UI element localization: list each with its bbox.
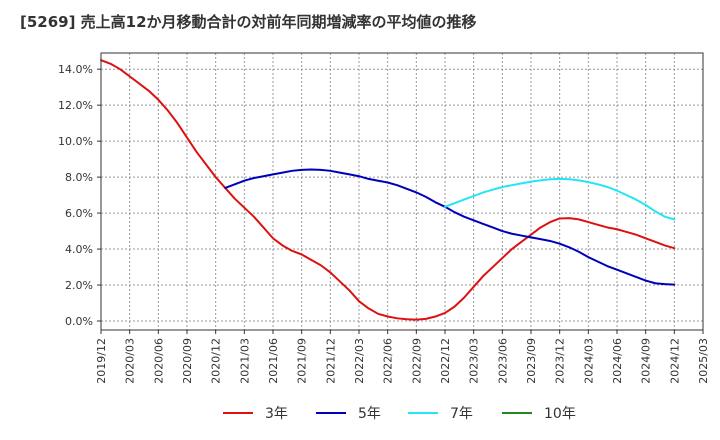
y-tick-label: 4.0% (65, 243, 93, 256)
x-tick-label: 2022/09 (410, 338, 423, 384)
legend-label: 10年 (544, 406, 576, 422)
x-tick-label: 2020/12 (210, 338, 223, 384)
y-tick-label: 10.0% (58, 135, 93, 148)
legend: 3年 5年 7年 10年 (223, 406, 576, 422)
x-tick-label: 2021/06 (267, 338, 280, 384)
x-tick-label: 2023/12 (554, 338, 567, 384)
series-line-5年 (224, 168, 676, 286)
x-tick-label: 2023/06 (496, 338, 509, 384)
x-tick-label: 2022/06 (382, 338, 395, 384)
x-tick-label: 2019/12 (95, 338, 108, 384)
y-tick-label: 12.0% (58, 99, 93, 112)
grid (100, 53, 704, 330)
plot-frame (100, 52, 704, 331)
x-tick-label: 2021/03 (238, 338, 251, 384)
x-tick-label: 2021/09 (296, 338, 309, 384)
legend-label: 7年 (450, 406, 473, 422)
y-tick-label: 8.0% (65, 171, 93, 184)
x-tick-label: 2024/06 (611, 338, 624, 384)
series-lines (100, 59, 676, 321)
x-tick-label: 2020/03 (124, 338, 137, 384)
x-tick-label: 2022/12 (439, 338, 452, 384)
series-line-7年 (444, 177, 676, 221)
x-tick-label: 2021/12 (324, 338, 337, 384)
chart-title: [5269] 売上高12か月移動合計の対前年同期増減率の平均値の推移 (20, 13, 477, 31)
x-tick-label: 2020/06 (152, 338, 165, 384)
x-tick-label: 2023/09 (525, 338, 538, 384)
x-axis: 2019/12 2020/03 2020/06 2020/09 2020/12 2021/… (95, 330, 710, 384)
x-tick-label: 2024/12 (668, 338, 681, 384)
legend-label: 3年 (265, 406, 288, 422)
y-tick-label: 6.0% (65, 207, 93, 220)
y-tick-label: 14.0% (58, 63, 93, 76)
y-axis: 0.0% 2.0% 4.0% 6.0% 8.0% 10.0% 12.0% 14.0% (58, 63, 101, 328)
x-tick-label: 2023/03 (468, 338, 481, 384)
x-tick-label: 2022/03 (353, 338, 366, 384)
series-line-3年 (100, 59, 676, 321)
legend-label: 5年 (358, 406, 381, 422)
y-tick-label: 2.0% (65, 279, 93, 292)
x-tick-label: 2020/09 (181, 338, 194, 384)
x-tick-label: 2024/03 (582, 338, 595, 384)
x-tick-label: 2025/03 (697, 338, 710, 384)
y-tick-label: 0.0% (65, 315, 93, 328)
x-tick-label: 2024/09 (640, 338, 653, 384)
